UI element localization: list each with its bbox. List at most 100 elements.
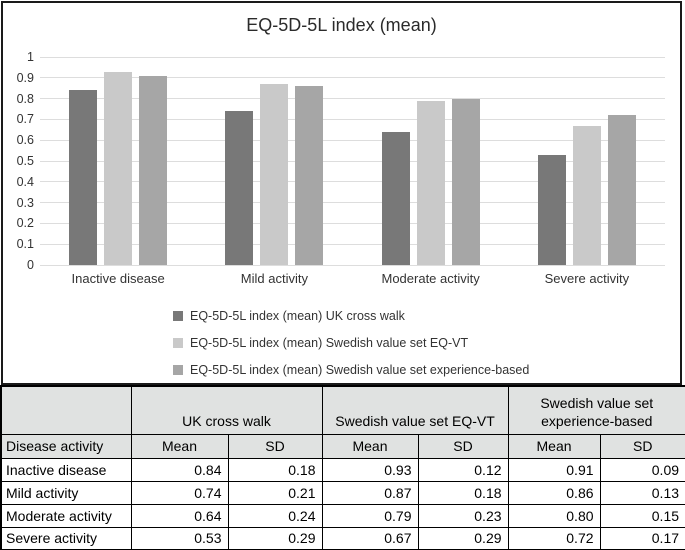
- legend-swatch: [173, 310, 183, 321]
- bar: [537, 154, 566, 265]
- bar: [104, 71, 133, 265]
- plot-wrap: 1 0.9 0.8 0.7 0.6 0.5 0.4 0.3 0.2 0.1 0: [17, 50, 665, 272]
- value-cell: 0.23: [417, 503, 509, 528]
- table-group-header: Swedish value set experience-based: [507, 385, 685, 435]
- value-cell: 0.91: [507, 457, 601, 482]
- table-row: Severe activity 0.53 0.29 0.67 0.29 0.72 0.17: [0, 526, 685, 550]
- gridline: [40, 181, 665, 183]
- plot-area: [40, 56, 665, 266]
- value-cell: 0.84: [130, 457, 229, 482]
- value-cell: 0.87: [321, 480, 419, 505]
- gridline: [40, 98, 665, 100]
- table-group-header: Swedish value set EQ-VT: [321, 385, 509, 435]
- gridline: [40, 139, 665, 141]
- legend-item: EQ-5D-5L index (mean) Swedish value set …: [173, 356, 529, 383]
- value-cell: 0.18: [227, 457, 323, 482]
- value-cell: 0.18: [417, 480, 509, 505]
- table-row: Mild activity 0.74 0.21 0.87 0.18 0.86 0.13: [0, 480, 685, 505]
- table-column-header: SD: [227, 433, 323, 459]
- table-row: Inactive disease 0.84 0.18 0.93 0.12 0.91 0.09: [0, 457, 685, 482]
- row-label-cell: Mild activity: [0, 480, 132, 505]
- bar: [572, 125, 601, 265]
- legend-label: EQ-5D-5L index (mean) UK cross walk: [190, 308, 405, 323]
- x-axis-labels: Inactive disease Mild activity Moderate ac…: [40, 271, 665, 286]
- legend-swatch: [173, 337, 183, 348]
- x-axis-category-label: Moderate activity: [381, 271, 480, 286]
- bar-group: [40, 57, 196, 265]
- value-cell: 0.17: [599, 526, 685, 550]
- table-column-header: Mean: [130, 433, 229, 459]
- x-axis-category-label: Mild activity: [240, 271, 308, 286]
- table-column-header: SD: [599, 433, 685, 459]
- y-tick-label: 0.8: [16, 91, 34, 106]
- y-tick-label: 0: [27, 258, 34, 272]
- legend-item: EQ-5D-5L index (mean) UK cross walk: [173, 302, 529, 329]
- bar-group: [196, 57, 352, 265]
- bar: [381, 131, 410, 265]
- value-cell: 0.79: [321, 503, 419, 528]
- gridline: [40, 222, 665, 224]
- value-cell: 0.13: [599, 480, 685, 505]
- row-label-cell: Severe activity: [0, 526, 132, 550]
- table-column-header: SD: [417, 433, 509, 459]
- gridline: [40, 243, 665, 245]
- value-cell: 0.29: [227, 526, 323, 550]
- chart-title: EQ-5D-5L index (mean): [246, 15, 437, 35]
- value-cell: 0.21: [227, 480, 323, 505]
- bar: [451, 98, 480, 265]
- gridline: [40, 56, 665, 58]
- value-cell: 0.12: [417, 457, 509, 482]
- bar: [607, 115, 636, 265]
- bar: [295, 86, 324, 265]
- gridline: [40, 77, 665, 79]
- bar: [260, 84, 289, 265]
- legend-label: EQ-5D-5L index (mean) Swedish value set …: [190, 362, 530, 377]
- bar-group: [353, 57, 509, 265]
- value-cell: 0.29: [417, 526, 509, 550]
- gridline: [40, 264, 665, 266]
- y-tick-label: 0.5: [16, 154, 34, 168]
- bar: [139, 75, 168, 265]
- chart-legend: EQ-5D-5L index (mean) UK cross walk EQ-5D…: [173, 302, 529, 383]
- value-cell: 0.53: [130, 526, 229, 550]
- bar: [69, 90, 98, 265]
- value-cell: 0.93: [321, 457, 419, 482]
- y-tick-label: 0.2: [16, 216, 34, 231]
- y-tick-label: 0.6: [16, 133, 34, 148]
- value-cell: 0.67: [321, 526, 419, 550]
- row-label-cell: Inactive disease: [0, 457, 132, 482]
- table-group-header: [0, 385, 132, 435]
- table-group-header: UK cross walk: [130, 385, 323, 435]
- bar: [416, 100, 445, 265]
- y-tick-label: 1: [27, 50, 34, 64]
- table-column-header: Mean: [507, 433, 601, 459]
- row-label-cell: Moderate activity: [0, 503, 132, 528]
- bar-group: [509, 57, 665, 265]
- value-cell: 0.64: [130, 503, 229, 528]
- x-axis-category-label: Severe activity: [544, 271, 630, 286]
- gridline: [40, 160, 665, 162]
- y-tick-label: 0.1: [16, 237, 34, 252]
- bar: [225, 111, 254, 265]
- y-tick-label: 0.4: [16, 174, 34, 189]
- data-table: UK cross walk Swedish value set EQ-VT Swed…: [0, 385, 685, 550]
- x-axis-category-label: Inactive disease: [71, 271, 165, 286]
- table-column-header: Mean: [321, 433, 419, 459]
- gridline: [40, 202, 665, 204]
- table-row: Moderate activity 0.64 0.24 0.79 0.23 0.80 0.1…: [0, 503, 685, 528]
- value-cell: 0.74: [130, 480, 229, 505]
- value-cell: 0.72: [507, 526, 601, 550]
- y-tick-label: 0.3: [16, 195, 34, 210]
- legend-item: EQ-5D-5L index (mean) Swedish value set …: [173, 329, 529, 356]
- value-cell: 0.24: [227, 503, 323, 528]
- y-tick-label: 0.9: [16, 70, 34, 85]
- legend-label: EQ-5D-5L index (mean) Swedish value set …: [190, 335, 469, 350]
- y-tick-label: 0.7: [16, 112, 34, 127]
- value-cell: 0.09: [599, 457, 685, 482]
- legend-swatch: [173, 364, 183, 375]
- table-column-header: Disease activity: [0, 433, 132, 459]
- gridline: [40, 118, 665, 120]
- value-cell: 0.86: [507, 480, 601, 505]
- bar-chart: EQ-5D-5L index (mean) 1 0.9 0.8 0.7 0.6 0.5 0.…: [1, 1, 682, 385]
